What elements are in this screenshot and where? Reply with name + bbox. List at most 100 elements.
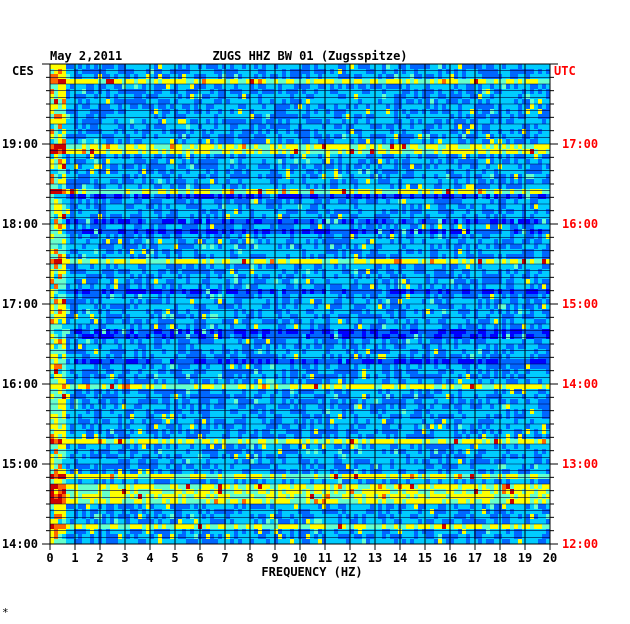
spectrogram-cell <box>174 104 179 110</box>
spectrogram-cell <box>102 64 107 70</box>
spectrogram-cell <box>442 209 447 215</box>
spectrogram-cell <box>202 209 207 215</box>
spectrogram-cell <box>478 174 483 180</box>
spectrogram-cell <box>110 234 115 240</box>
spectrogram-cell <box>486 229 491 235</box>
spectrogram-cell <box>430 244 435 250</box>
spectrogram-cell <box>186 164 191 170</box>
spectrogram-cell <box>226 204 231 210</box>
spectrogram-cell <box>342 69 347 75</box>
spectrogram-cell <box>74 84 79 90</box>
spectrogram-cell <box>406 119 411 125</box>
spectrogram-cell <box>94 229 99 235</box>
spectrogram-cell <box>102 134 107 140</box>
spectrogram-cell <box>350 224 355 230</box>
spectrogram-cell <box>342 204 347 210</box>
spectrogram-cell <box>234 249 239 255</box>
spectrogram-cell <box>438 99 443 105</box>
spectrogram-cell <box>78 174 83 180</box>
spectrogram-cell <box>338 189 343 195</box>
spectrogram-cell <box>334 129 339 135</box>
spectrogram-cell <box>78 229 83 235</box>
spectrogram-cell <box>546 84 551 90</box>
spectrogram-cell <box>190 144 195 150</box>
spectrogram-cell <box>306 184 311 190</box>
spectrogram-cell <box>254 144 259 150</box>
spectrogram-cell <box>142 124 147 130</box>
spectrogram-cell <box>66 204 71 210</box>
spectrogram-cell <box>334 239 339 245</box>
spectrogram-cell <box>66 159 71 165</box>
spectrogram-cell <box>402 79 407 85</box>
spectrogram-cell <box>174 119 179 125</box>
spectrogram-cell <box>406 84 411 90</box>
spectrogram-cell <box>106 174 111 180</box>
spectrogram-cell <box>330 134 335 140</box>
spectrogram-cell <box>110 189 115 195</box>
spectrogram-cell <box>66 209 71 215</box>
spectrogram-cell <box>134 74 139 80</box>
spectrogram-cell <box>110 124 115 130</box>
spectrogram-cell <box>254 219 259 225</box>
spectrogram-cell <box>266 249 271 255</box>
spectrogram-cell <box>470 94 475 100</box>
spectrogram-cell <box>518 129 523 135</box>
spectrogram-cell <box>538 244 543 250</box>
spectrogram-cell <box>306 154 311 160</box>
spectrogram-cell <box>166 79 171 85</box>
spectrogram-cell <box>462 234 467 240</box>
spectrogram-cell <box>526 84 531 90</box>
spectrogram-cell <box>270 159 275 165</box>
spectrogram-cell <box>510 209 515 215</box>
spectrogram-cell <box>206 114 211 120</box>
spectrogram-cell <box>194 154 199 160</box>
spectrogram-cell <box>210 214 215 220</box>
spectrogram-cell <box>302 209 307 215</box>
spectrogram-cell <box>494 169 499 175</box>
spectrogram-cell <box>110 244 115 250</box>
spectrogram-cell <box>466 224 471 230</box>
spectrogram-cell <box>202 119 207 125</box>
spectrogram-cell <box>74 74 79 80</box>
spectrogram-cell <box>406 214 411 220</box>
spectrogram-cell <box>174 209 179 215</box>
spectrogram-cell <box>130 114 135 120</box>
spectrogram-cell <box>258 69 263 75</box>
spectrogram-cell <box>478 159 483 165</box>
spectrogram-cell <box>54 184 59 190</box>
spectrogram-cell <box>102 169 107 175</box>
spectrogram-cell <box>142 214 147 220</box>
spectrogram-cell <box>466 79 471 85</box>
spectrogram-cell <box>62 189 67 195</box>
spectrogram-cell <box>166 104 171 110</box>
spectrogram-cell <box>82 79 87 85</box>
spectrogram-cell <box>222 109 227 115</box>
spectrogram-cell <box>494 129 499 135</box>
spectrogram-cell <box>266 79 271 85</box>
spectrogram-cell <box>338 119 343 125</box>
spectrogram-cell <box>106 99 111 105</box>
spectrogram-cell <box>130 229 135 235</box>
spectrogram-cell <box>234 189 239 195</box>
spectrogram-cell <box>494 254 499 260</box>
spectrogram-cell <box>258 189 263 195</box>
spectrogram-cell <box>126 84 131 90</box>
spectrogram-cell <box>158 119 163 125</box>
spectrogram-cell <box>522 239 527 245</box>
spectrogram-cell <box>494 114 499 120</box>
spectrogram-cell <box>238 189 243 195</box>
spectrogram-cell <box>426 124 431 130</box>
spectrogram-cell <box>414 84 419 90</box>
spectrogram-cell <box>482 259 487 265</box>
spectrogram-cell <box>190 159 195 165</box>
spectrogram-cell <box>226 174 231 180</box>
spectrogram-cell <box>250 164 255 170</box>
spectrogram-cell <box>106 224 111 230</box>
spectrogram-cell <box>454 149 459 155</box>
spectrogram-cell <box>394 124 399 130</box>
spectrogram-cell <box>454 119 459 125</box>
spectrogram-cell <box>310 89 315 95</box>
spectrogram-cell <box>130 174 135 180</box>
spectrogram-cell <box>294 149 299 155</box>
spectrogram-cell <box>122 224 127 230</box>
